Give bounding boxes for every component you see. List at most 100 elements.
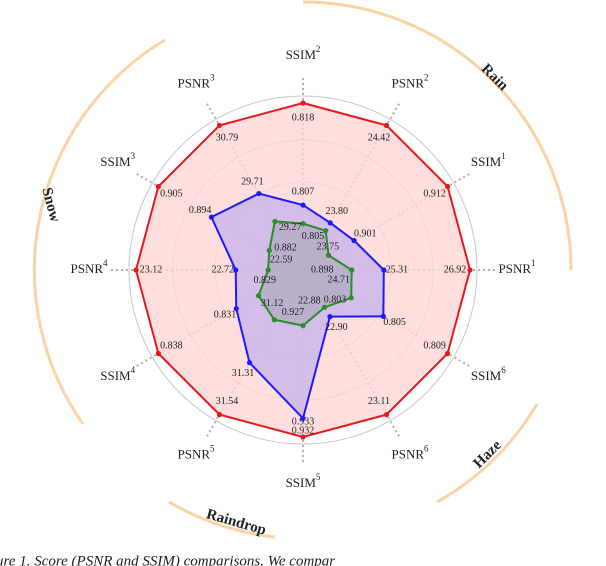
point [351,237,357,244]
point [155,183,161,190]
axis-name: PSNR [177,76,210,91]
value-label: 25.31 [386,264,409,275]
axis-label: PSNR2 [391,73,428,91]
axis-sup: 2 [316,44,321,54]
axis-name: SSIM [471,154,502,169]
axis-name: PSNR [391,446,424,461]
value-label: 24.42 [368,133,391,144]
value-label: 0.882 [274,243,297,254]
point [445,183,451,190]
point [133,267,139,273]
value-label: 0.831 [214,309,237,320]
group-label: Rain [478,61,512,95]
point [265,267,271,273]
caption: ure 1. Score (PSNR and SSIM) comparisons… [0,553,335,566]
value-label: 0.805 [302,231,325,242]
value-label: 29.27 [279,222,302,233]
point [300,221,306,227]
point [266,247,272,254]
point [216,412,223,418]
point [300,434,306,440]
point [321,304,328,310]
point [300,415,306,422]
axis-label: SSIM5 [286,472,321,490]
point [349,267,355,273]
value-label: 23.80 [325,206,348,217]
point [327,314,333,320]
value-label: 0.912 [423,188,446,199]
axis-name: SSIM [471,368,502,383]
value-label: 0.803 [324,294,347,305]
value-label: 0.933 [292,416,315,427]
point [325,252,332,258]
group-label: Raindrop [204,506,267,538]
axis-name: SSIM [286,475,317,490]
point [383,122,390,128]
point [300,323,306,329]
value-label: 23.75 [317,241,340,252]
value-label: 0.927 [282,307,305,318]
point [380,313,386,319]
value-label: 0.894 [189,205,212,216]
point [467,267,473,273]
value-label: 23.12 [140,264,163,275]
value-label: 31.12 [261,298,284,309]
axis-label: PSNR5 [177,443,215,461]
point [381,267,387,273]
axis-sup: 6 [501,365,506,375]
axis-sup: 3 [131,151,136,161]
value-label: 22.59 [270,254,293,265]
axis-name: SSIM [100,368,131,383]
axis-label: PSNR6 [391,443,429,461]
value-label: 0.905 [160,188,183,199]
axis-sup: 6 [424,443,429,453]
value-label: 0.818 [292,112,315,123]
axis-label: PSNR4 [70,258,108,276]
value-label: 31.31 [232,368,255,379]
axis-name: PSNR [391,76,424,91]
point [233,305,239,312]
axis-name: SSIM [286,47,317,62]
value-label: 31.54 [216,396,239,407]
point [246,360,253,366]
value-label: 0.838 [160,340,183,351]
axis-name: SSIM [100,154,131,169]
point [233,267,239,273]
axis-label: SSIM2 [286,44,321,62]
value-label: 0.829 [254,275,277,286]
axis-label: SSIM4 [100,365,135,383]
point [155,350,161,357]
point [208,214,215,220]
value-label: 22.90 [325,322,348,333]
value-label: 26.92 [444,264,467,275]
axis-name: PSNR [70,261,103,276]
point [348,295,354,301]
axis-sup: 1 [501,151,506,161]
value-label: 0.901 [354,228,377,239]
value-label: 24.71 [327,274,350,285]
value-label: 0.807 [292,186,315,197]
axis-label: PSNR1 [498,258,535,276]
value-label: 22.88 [298,295,321,306]
point [271,317,277,323]
point [383,412,390,418]
grid-circle [128,95,478,445]
value-label: 0.932 [292,426,315,437]
value-label: 0.898 [311,265,334,276]
point [327,220,333,226]
axis-sup: 4 [103,258,108,268]
axis-name: PSNR [498,261,531,276]
axis-label: SSIM3 [100,151,135,169]
axis-name: PSNR [177,446,210,461]
point [323,228,329,234]
value-label: 23.11 [368,396,390,407]
point [216,122,223,128]
axis-label: PSNR3 [177,73,215,91]
value-label: 30.79 [216,133,239,144]
value-label: 0.809 [423,340,446,351]
axis-sup: 1 [531,258,536,268]
point [300,100,306,106]
point [272,218,278,224]
